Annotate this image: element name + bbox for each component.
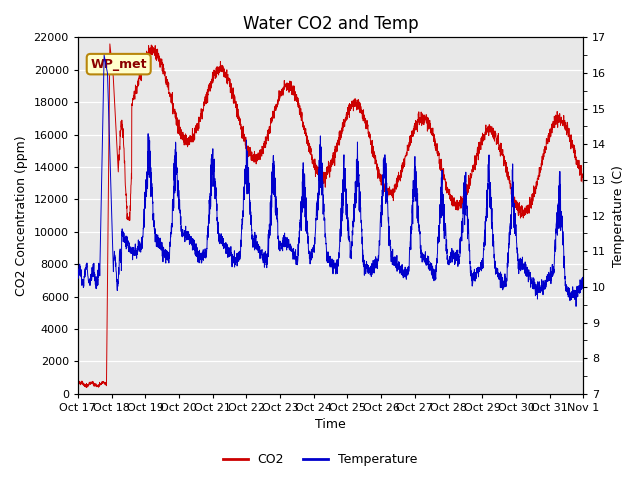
Y-axis label: CO2 Concentration (ppm): CO2 Concentration (ppm) [15, 135, 28, 296]
Y-axis label: Temperature (C): Temperature (C) [612, 165, 625, 266]
Legend: CO2, Temperature: CO2, Temperature [218, 448, 422, 471]
X-axis label: Time: Time [315, 419, 346, 432]
Title: Water CO2 and Temp: Water CO2 and Temp [243, 15, 419, 33]
Text: WP_met: WP_met [90, 58, 147, 71]
